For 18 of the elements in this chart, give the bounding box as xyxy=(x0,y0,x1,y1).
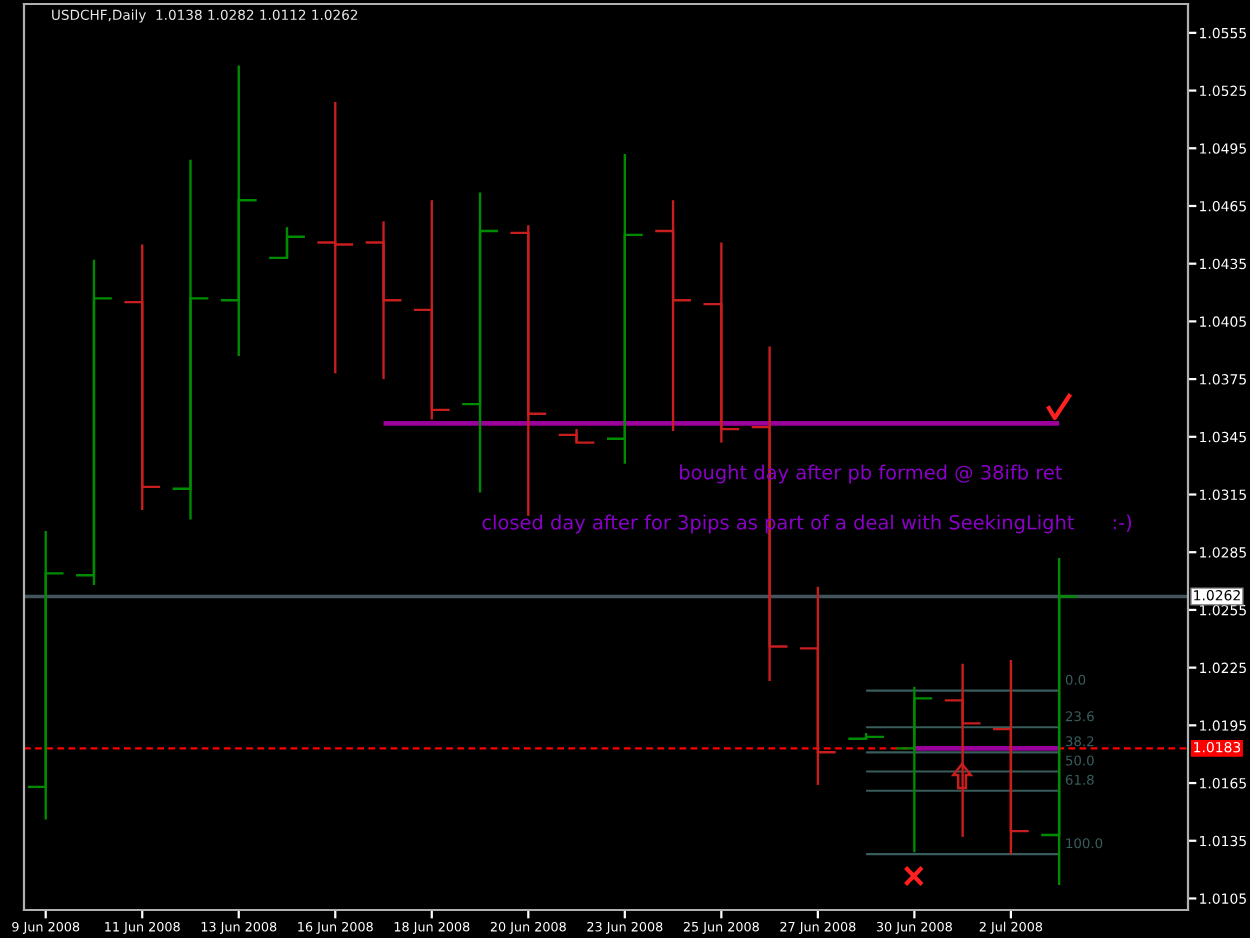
candlestick xyxy=(991,658,1030,856)
candlestick xyxy=(316,100,355,375)
candlestick xyxy=(461,191,500,494)
candlestick xyxy=(412,199,451,421)
candlestick xyxy=(123,243,162,512)
candlestick xyxy=(702,241,741,444)
candlestick xyxy=(26,529,65,821)
candlestick xyxy=(605,152,644,465)
candlestick xyxy=(171,158,210,521)
candlestick xyxy=(943,662,982,839)
candlestick xyxy=(654,199,693,433)
candlestick xyxy=(364,220,403,381)
candlestick xyxy=(267,225,307,260)
candlestick xyxy=(74,258,114,587)
candlestick xyxy=(798,585,837,787)
candlestick xyxy=(219,64,258,358)
candlestick xyxy=(895,685,934,854)
candlestick xyxy=(509,224,548,517)
